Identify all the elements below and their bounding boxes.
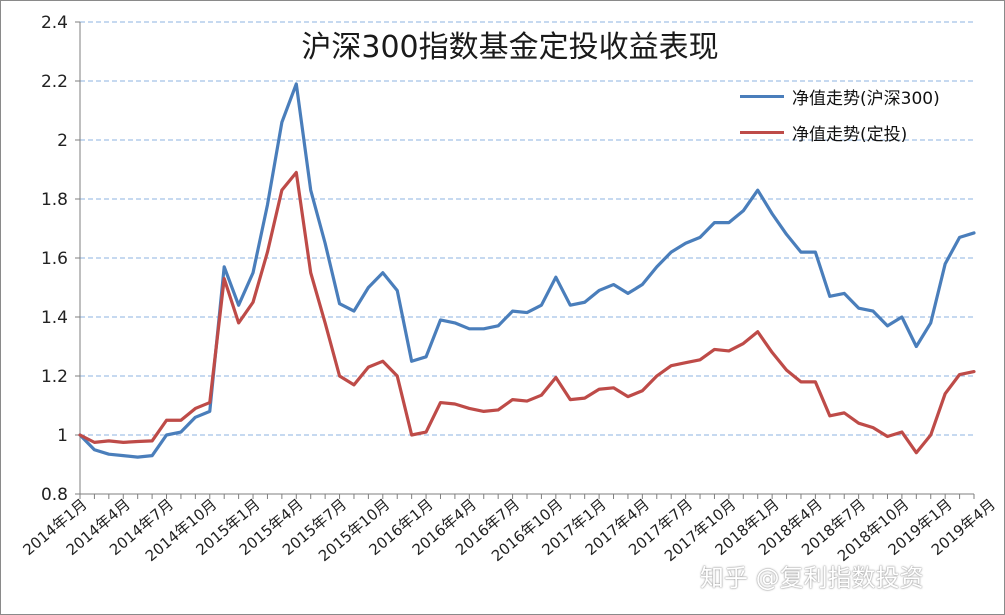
legend-item-dingtou: 净值走势(定投)	[740, 114, 980, 150]
legend-label-hs300: 净值走势(沪深300)	[792, 88, 940, 109]
y-tick-label-8: 2.4	[41, 13, 68, 33]
y-tick-label-0: 0.8	[41, 485, 68, 505]
watermark: 知乎 @复利指数投资	[700, 564, 924, 592]
y-tick-label-6: 2	[57, 131, 68, 151]
series-line-1	[78, 170, 976, 455]
y-tick-label-4: 1.6	[41, 249, 68, 269]
y-tick-label-2: 1.2	[41, 367, 68, 387]
y-tick-label-3: 1.4	[41, 308, 68, 328]
legend-swatch-dingtou	[740, 130, 784, 134]
legend-swatch-hs300	[740, 94, 784, 98]
chart-title: 沪深300指数基金定投收益表现	[301, 30, 719, 65]
legend-item-hs300: 净值走势(沪深300)	[740, 78, 980, 114]
y-tick-label-1: 1	[57, 426, 68, 446]
y-tick-label-7: 2.2	[41, 72, 68, 92]
chart-legend: 净值走势(沪深300) 净值走势(定投)	[740, 78, 980, 150]
series-line-0	[78, 82, 976, 459]
legend-label-dingtou: 净值走势(定投)	[792, 124, 908, 145]
y-tick-label-5: 1.8	[41, 190, 68, 210]
